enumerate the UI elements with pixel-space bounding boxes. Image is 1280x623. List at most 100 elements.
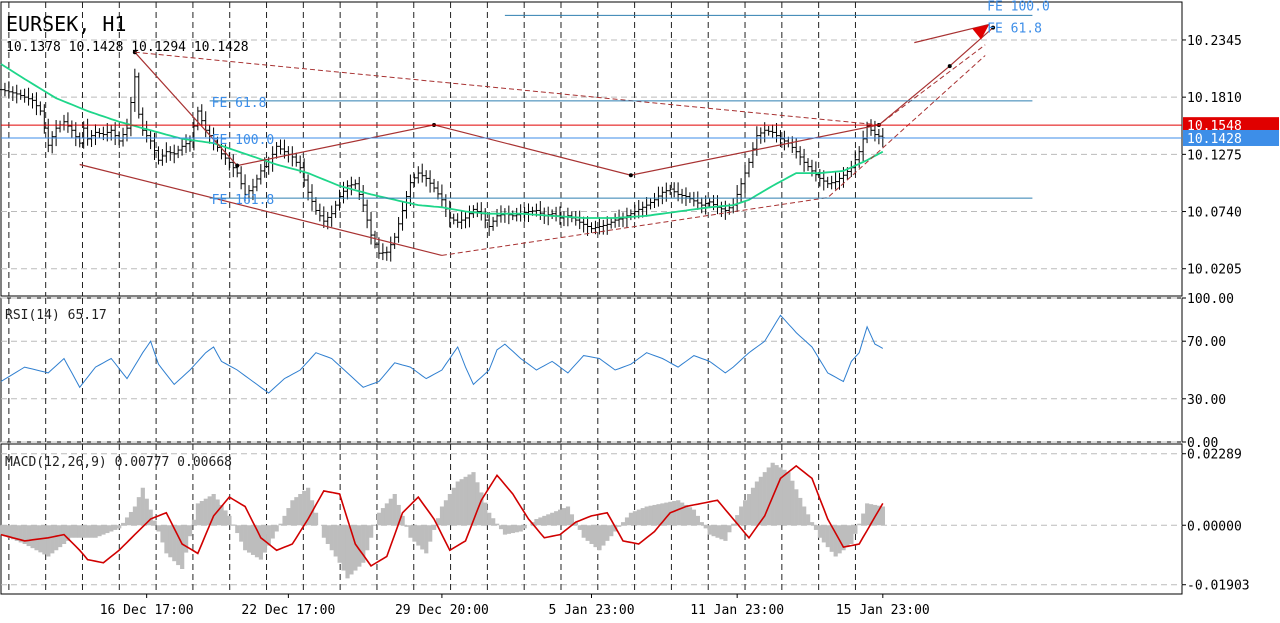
macd-histogram-bar-128 <box>502 525 508 535</box>
macd-title: MACD(12,26,9) 0.00777 0.00668 <box>5 455 232 470</box>
macd-histogram-bar-110 <box>432 525 437 530</box>
macd-histogram-bar-185 <box>727 525 732 533</box>
x-tick-label-2: 29 Dec 20:00 <box>395 603 489 618</box>
macd-histogram-bar-210 <box>825 525 830 548</box>
macd-histogram-bar-25 <box>97 525 102 537</box>
macd-histogram-bar-216 <box>849 525 854 544</box>
macd-histogram-bar-53 <box>207 496 212 526</box>
macd-histogram-bar-43 <box>168 525 173 558</box>
macd-histogram-bar-5 <box>18 525 23 543</box>
macd-histogram-bar-112 <box>439 506 445 526</box>
macd-histogram-bar-93 <box>365 525 370 551</box>
macd-histogram-bar-34 <box>132 506 138 526</box>
macd-histogram-bar-220 <box>865 503 870 526</box>
macd-histogram-bar-123 <box>483 502 488 526</box>
macd-tick-label-2: -0.01903 <box>1187 579 1250 594</box>
macd-histogram-bar-73 <box>286 508 291 526</box>
x-tick-label-3: 5 Jan 23:00 <box>548 603 634 618</box>
macd-histogram-bar-107 <box>420 525 425 550</box>
zigzag-point-3 <box>628 173 633 178</box>
macd-histogram-bar-26 <box>101 525 106 535</box>
macd-histogram-bar-136 <box>534 519 539 526</box>
macd-histogram-bar-100 <box>392 494 397 526</box>
macd-histogram-bar-97 <box>380 508 386 526</box>
macd-histogram-bar-141 <box>554 511 559 526</box>
macd-histogram-bar-84 <box>329 525 334 551</box>
fibo-label-1: FE 100.0 <box>212 133 275 148</box>
macd-histogram-bar-74 <box>290 500 295 526</box>
macd-histogram-bar-80 <box>313 512 319 526</box>
macd-histogram-bar-90 <box>353 525 358 571</box>
macd-histogram-bar-117 <box>459 479 464 526</box>
macd-histogram-bar-75 <box>294 497 299 526</box>
macd-histogram-bar-42 <box>164 525 169 554</box>
macd-histogram-bar-12 <box>46 525 51 557</box>
macd-histogram-bar-187 <box>735 515 740 526</box>
macd-histogram-bar-23 <box>89 525 94 538</box>
price-tick-label-0: 10.2345 <box>1187 34 1242 49</box>
macd-histogram-bar-167 <box>656 504 661 526</box>
macd-histogram-bar-22 <box>85 525 90 538</box>
macd-histogram-bar-175 <box>687 507 693 526</box>
macd-histogram-bar-27 <box>105 525 110 534</box>
macd-histogram-bar-121 <box>475 482 480 526</box>
fibo-label-2: FE 161.8 <box>212 193 275 208</box>
macd-histogram-bar-44 <box>172 525 177 562</box>
macd-histogram-bar-168 <box>660 503 665 526</box>
macd-histogram-bar-207 <box>813 525 819 530</box>
macd-histogram-bar-157 <box>617 525 622 527</box>
macd-histogram-bar-6 <box>22 525 27 544</box>
macd-histogram-bar-212 <box>833 525 838 557</box>
macd-tick-label-1: 0.00000 <box>1187 519 1242 534</box>
macd-histogram-bar-193 <box>758 476 763 526</box>
macd-histogram-bar-119 <box>467 474 472 526</box>
projection-arrow-head <box>972 24 990 40</box>
macd-histogram-bar-21 <box>81 525 86 538</box>
macd-histogram-bar-166 <box>652 504 657 526</box>
zigzag-point-1 <box>235 163 240 168</box>
macd-histogram-bar-85 <box>333 525 338 557</box>
ask-price-tag-label: 10.1428 <box>1187 132 1242 147</box>
macd-histogram-bar-99 <box>388 498 393 526</box>
rsi-tick-label-0: 100.00 <box>1187 292 1234 307</box>
macd-histogram-bar-198 <box>778 467 783 526</box>
macd-histogram-bar-140 <box>550 512 555 526</box>
macd-histogram-bar-196 <box>770 462 775 526</box>
macd-histogram-bar-147 <box>577 525 582 530</box>
bid-price-tag <box>1183 117 1279 134</box>
zigzag-point-6 <box>991 25 996 30</box>
macd-histogram-bar-8 <box>30 525 35 549</box>
macd-tick-label-0: 0.02289 <box>1187 448 1242 463</box>
macd-histogram-bar-41 <box>160 525 165 543</box>
macd-histogram-bar-20 <box>77 525 82 538</box>
macd-histogram-bar-159 <box>624 517 630 526</box>
macd-histogram-bar-76 <box>298 494 303 526</box>
macd-histogram-bar-145 <box>569 514 575 526</box>
macd-histogram-bar-181 <box>711 525 716 537</box>
macd-histogram-bar-152 <box>597 525 602 551</box>
macd-histogram-bar-177 <box>695 515 700 526</box>
macd-histogram-bar-96 <box>376 512 382 526</box>
macd-histogram-bar-82 <box>321 525 327 538</box>
price-tick-label-3: 10.0740 <box>1187 206 1242 221</box>
macd-histogram-bar-92 <box>361 525 366 563</box>
x-tick-label-5: 15 Jan 23:00 <box>836 603 930 618</box>
macd-histogram-bar-98 <box>384 503 389 526</box>
macd-histogram-bar-66 <box>258 525 264 560</box>
macd-histogram-bar-52 <box>203 498 208 526</box>
macd-histogram-bar-106 <box>416 525 421 546</box>
macd-histogram-bar-169 <box>664 502 669 526</box>
rsi-tick-label-2: 30.00 <box>1187 393 1226 408</box>
macd-histogram-bar-184 <box>723 525 728 541</box>
chart-title: EURSEK, H1 <box>6 12 126 36</box>
macd-histogram-bar-146 <box>573 522 578 526</box>
macd-histogram-bar-3 <box>10 525 16 540</box>
macd-histogram-bar-1 <box>2 525 8 537</box>
macd-histogram-bar-202 <box>794 489 799 526</box>
macd-histogram-bar-62 <box>243 525 248 551</box>
fibo-label-3: FE 100.0 <box>987 0 1050 15</box>
macd-histogram-bar-178 <box>699 522 704 526</box>
macd-histogram-bar-19 <box>73 525 78 538</box>
macd-histogram-bar-40 <box>156 525 161 532</box>
